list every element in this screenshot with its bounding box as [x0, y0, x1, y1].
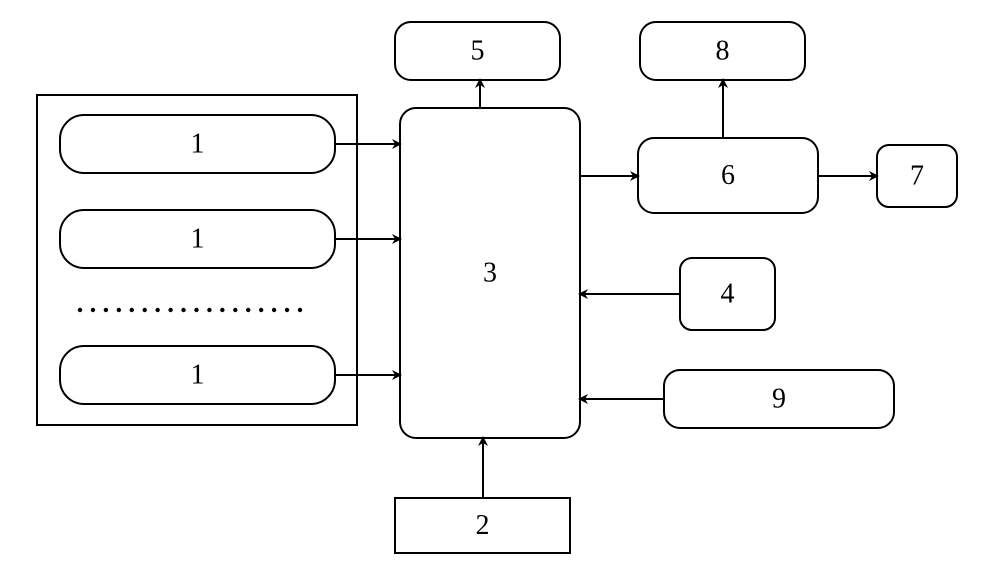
node-n6-label: 6: [721, 160, 735, 191]
node-n7: 7: [877, 145, 957, 207]
nodes: 1 1 1 5 8 3 6 7 4 9 2: [37, 22, 957, 553]
node-n3-label: 3: [483, 257, 497, 288]
edges: [335, 80, 877, 498]
node-n9: 9: [664, 370, 894, 428]
node-n8: 8: [640, 22, 805, 80]
block-diagram: 1 1 1 5 8 3 6 7 4 9 2: [0, 0, 1000, 568]
node-n1a-label: 1: [191, 128, 205, 159]
node-n1a: 1: [60, 115, 335, 173]
ellipsis: [78, 308, 302, 312]
node-n8-label: 8: [716, 35, 730, 66]
node-n9-label: 9: [772, 383, 786, 414]
node-n1c-label: 1: [191, 359, 205, 390]
node-n4-label: 4: [721, 278, 735, 309]
node-n1b: 1: [60, 210, 335, 268]
node-n1b-label: 1: [191, 223, 205, 254]
node-n3: 3: [400, 108, 580, 438]
node-n6: 6: [638, 138, 818, 213]
node-n2-label: 2: [476, 510, 490, 541]
node-n4: 4: [680, 258, 775, 330]
node-n5-label: 5: [471, 35, 485, 66]
node-n5: 5: [395, 22, 560, 80]
node-n2: 2: [395, 498, 570, 553]
node-n7-label: 7: [910, 160, 924, 191]
node-n1c: 1: [60, 346, 335, 404]
